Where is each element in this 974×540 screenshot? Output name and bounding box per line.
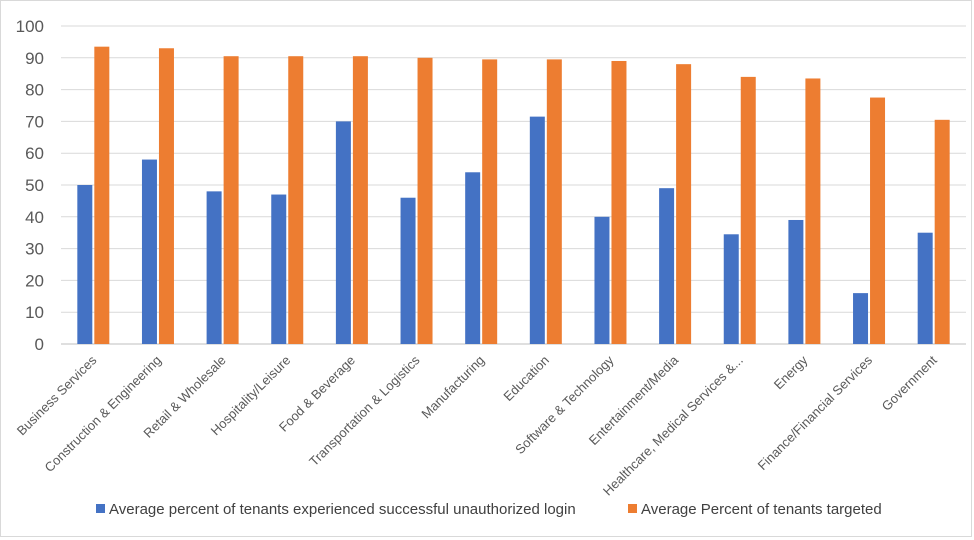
bar-targeted	[805, 78, 821, 344]
bar-unauthorized-login	[400, 197, 416, 344]
y-tick-label: 40	[25, 208, 44, 227]
bar-unauthorized-login	[723, 234, 739, 344]
y-tick-label: 80	[25, 81, 44, 100]
x-tick-label: Government	[879, 352, 940, 413]
bar-targeted	[94, 46, 110, 345]
x-tick-label: Healthcare, Medical Services &...	[600, 353, 746, 499]
y-tick-label: 70	[25, 112, 44, 131]
x-tick-label: Construction & Engineering	[42, 353, 165, 476]
legend-label: Average Percent of tenants targeted	[641, 501, 882, 518]
bar-unauthorized-login	[335, 121, 351, 345]
x-tick-label: Manufacturing	[418, 353, 487, 422]
x-tick-label: Transportation & Logistics	[306, 352, 423, 469]
bar-targeted	[158, 48, 174, 344]
x-tick-label: Energy	[771, 352, 811, 392]
bar-unauthorized-login	[206, 191, 222, 344]
bar-targeted	[546, 59, 562, 344]
bar-unauthorized-login	[788, 219, 804, 344]
bar-unauthorized-login	[465, 172, 481, 344]
bar-unauthorized-login	[77, 185, 93, 344]
bar-unauthorized-login	[853, 293, 869, 344]
x-tick-label: Education	[500, 353, 551, 404]
y-tick-label: 100	[16, 17, 44, 36]
bar-targeted	[611, 60, 627, 344]
y-tick-label: 20	[25, 271, 44, 290]
bar-targeted	[288, 56, 304, 345]
bar-targeted	[740, 76, 756, 344]
bar-targeted	[870, 97, 886, 344]
y-tick-label: 60	[25, 144, 44, 163]
bar-targeted	[352, 56, 368, 345]
bar-unauthorized-login	[659, 188, 675, 344]
bar-targeted	[482, 59, 498, 344]
y-tick-label: 10	[25, 303, 44, 322]
y-tick-label: 90	[25, 49, 44, 68]
legend-swatch	[628, 504, 637, 513]
legend-swatch	[96, 504, 105, 513]
bar-unauthorized-login	[917, 232, 933, 344]
bar-unauthorized-login	[594, 216, 610, 344]
x-tick-label: Finance/Financial Services	[755, 352, 876, 473]
y-tick-label: 30	[25, 240, 44, 259]
bar-unauthorized-login	[529, 116, 545, 344]
bar-targeted	[417, 57, 433, 345]
y-tick-label: 50	[25, 176, 44, 195]
bar-targeted	[676, 64, 692, 344]
bar-unauthorized-login	[271, 194, 287, 344]
bar-unauthorized-login	[141, 159, 157, 344]
y-tick-label: 0	[35, 335, 44, 354]
bar-targeted	[223, 56, 239, 345]
legend-label: Average percent of tenants experienced s…	[109, 501, 576, 518]
bar-targeted	[934, 119, 950, 344]
